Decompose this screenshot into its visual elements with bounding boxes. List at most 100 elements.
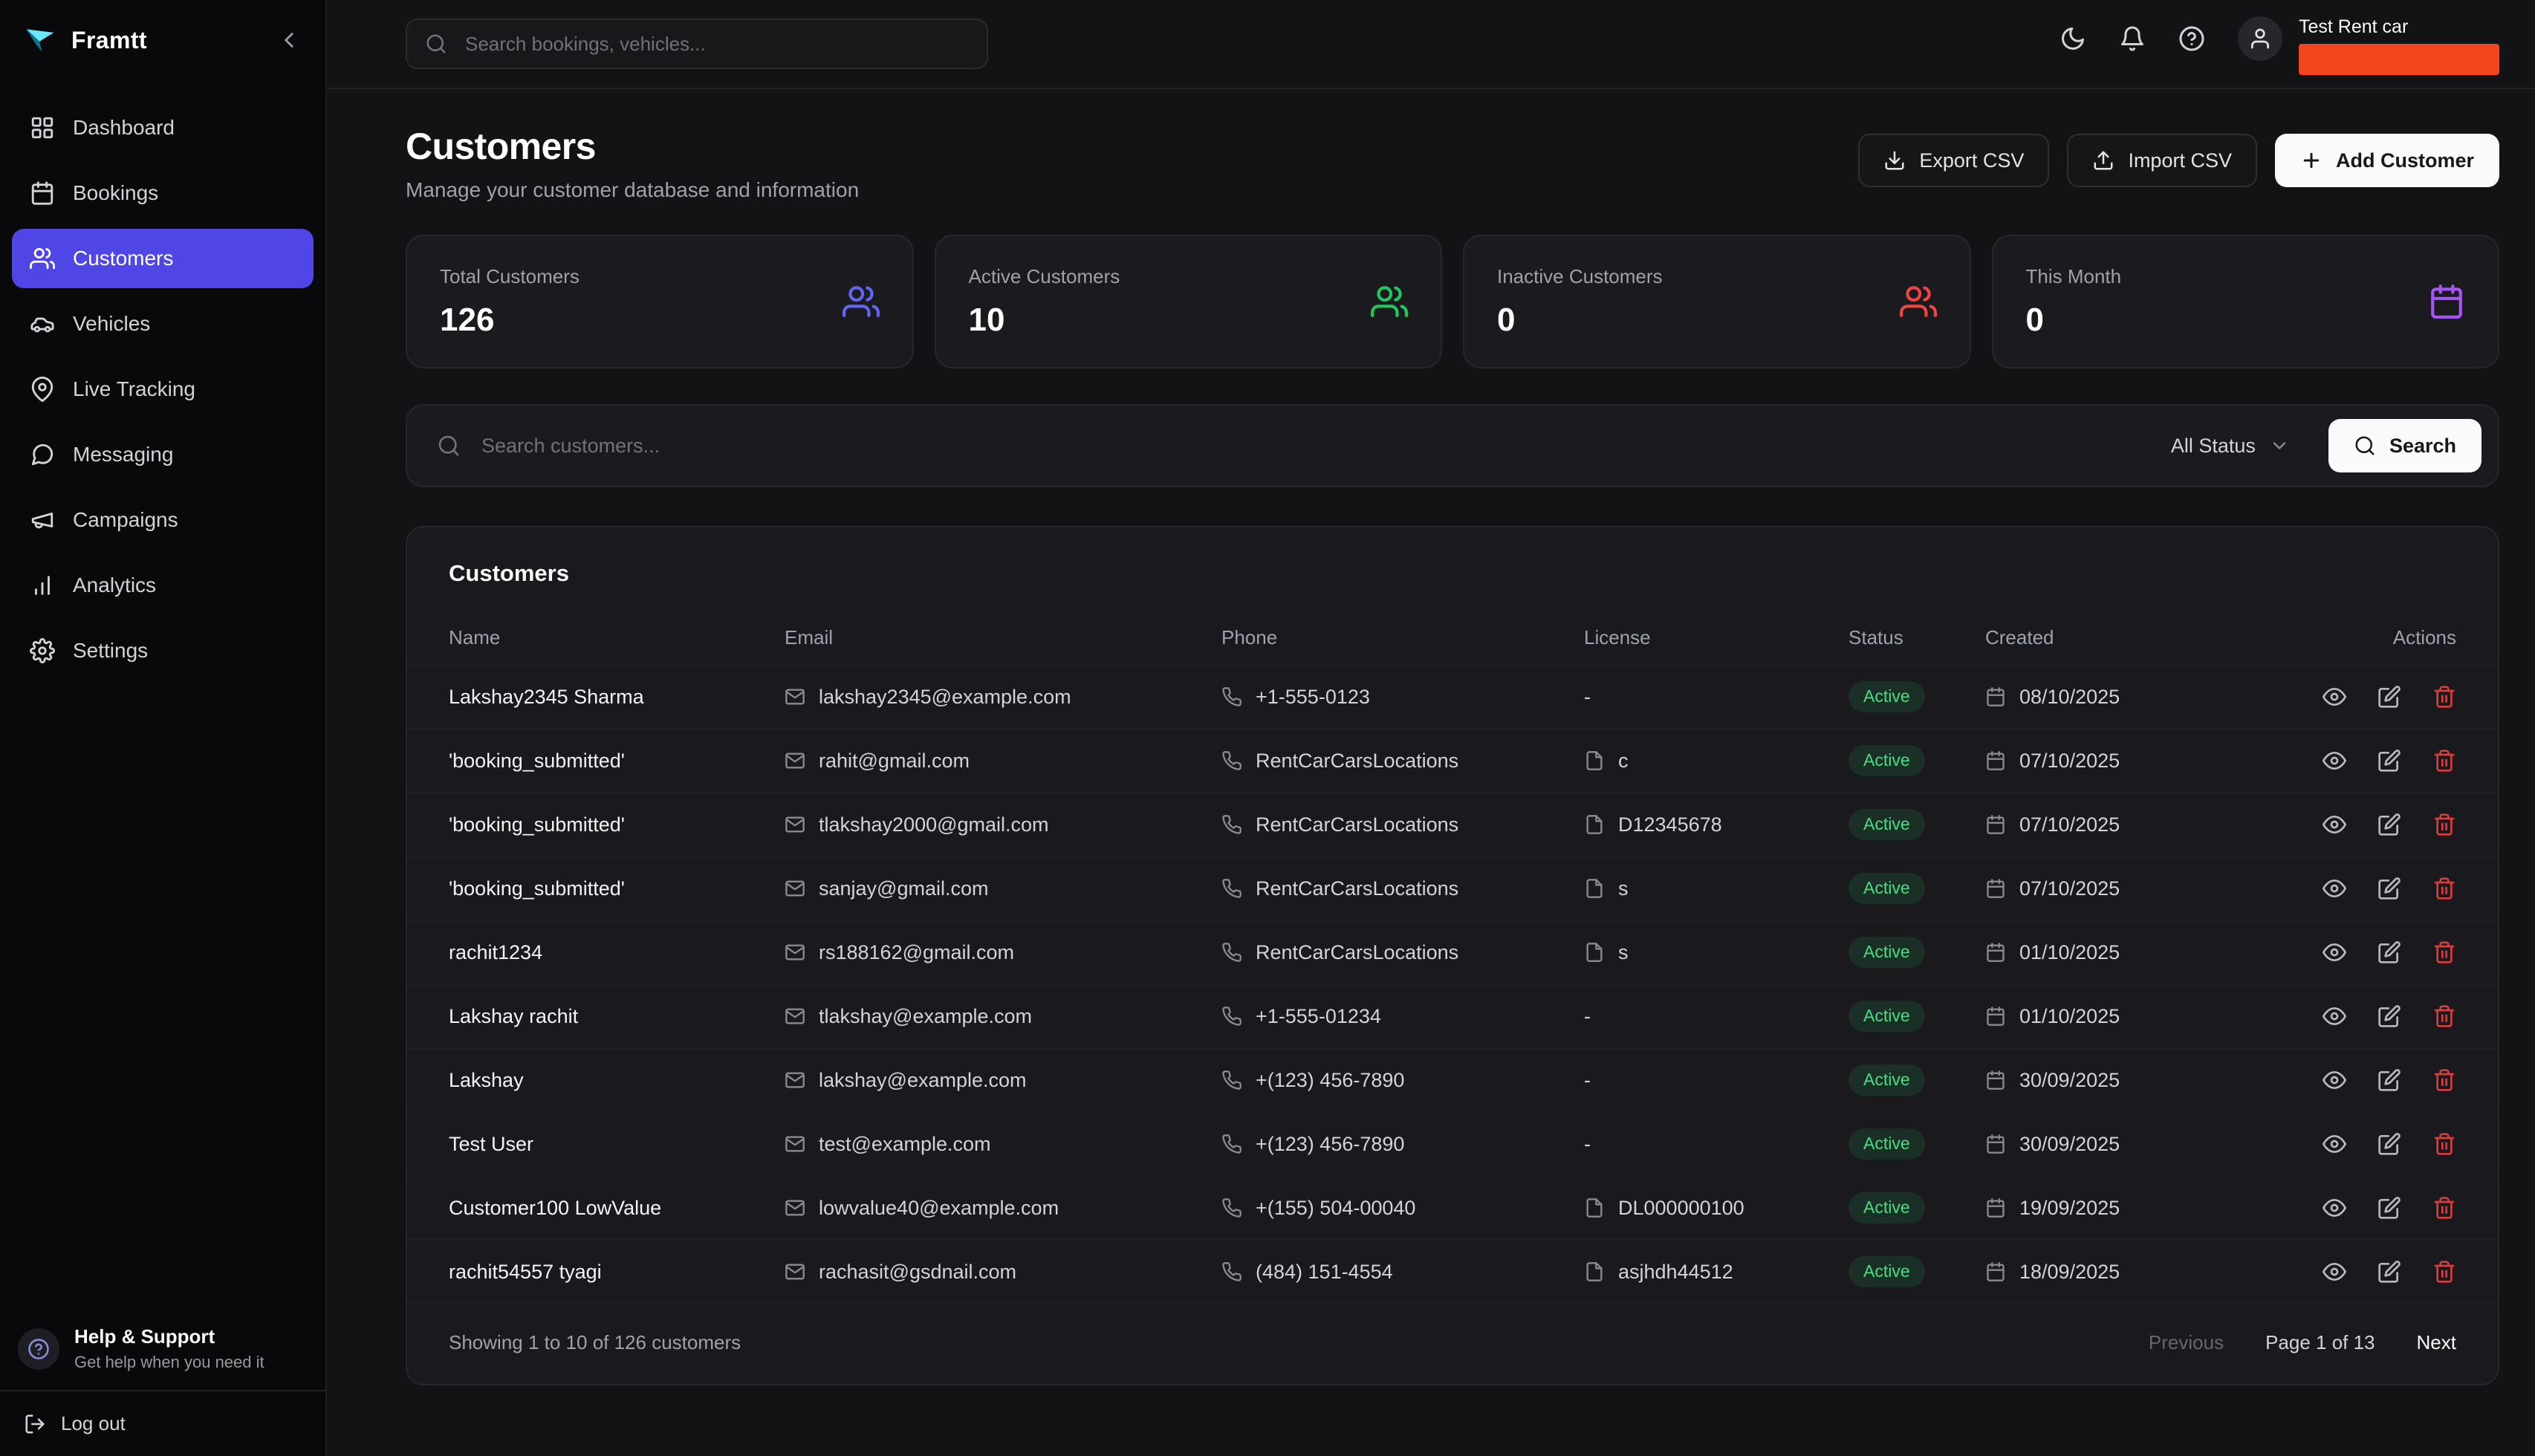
view-customer-button[interactable] — [2323, 1260, 2346, 1284]
table-row: Customer100 LowValue lowvalue40@example.… — [407, 1175, 2498, 1239]
avatar[interactable] — [2238, 16, 2282, 61]
edit-customer-button[interactable] — [2377, 813, 2401, 836]
sidebar-item-live-tracking[interactable]: Live Tracking — [12, 360, 314, 419]
previous-page-button[interactable]: Previous — [2148, 1331, 2224, 1353]
calendar-icon — [1985, 750, 2006, 771]
logout-button[interactable]: Log out — [0, 1390, 325, 1456]
customer-created-date: 07/10/2025 — [2019, 813, 2120, 836]
customer-phone: +(155) 504-00040 — [1256, 1196, 1416, 1219]
edit-customer-button[interactable] — [2377, 1132, 2401, 1156]
gear-icon — [30, 638, 55, 663]
eye-icon — [2323, 813, 2346, 836]
delete-customer-button[interactable] — [2432, 1068, 2456, 1092]
calendar-icon — [1985, 942, 2006, 963]
file-icon — [1584, 814, 1605, 835]
delete-customer-button[interactable] — [2432, 749, 2456, 773]
delete-customer-button[interactable] — [2432, 1260, 2456, 1284]
status-badge: Active — [1848, 873, 1925, 904]
delete-customer-button[interactable] — [2432, 940, 2456, 964]
calendar-icon — [1985, 1006, 2006, 1027]
sidebar-collapse-button[interactable] — [276, 27, 302, 53]
add-customer-button[interactable]: Add Customer — [2274, 134, 2499, 187]
global-search-input[interactable] — [462, 30, 969, 57]
view-customer-button[interactable] — [2323, 1132, 2346, 1156]
delete-customer-button[interactable] — [2432, 1196, 2456, 1220]
import-csv-button[interactable]: Import CSV — [2067, 134, 2257, 187]
customer-license: - — [1584, 1132, 1591, 1155]
view-customer-button[interactable] — [2323, 749, 2346, 773]
eye-icon — [2323, 1132, 2346, 1156]
view-customer-button[interactable] — [2323, 1196, 2346, 1220]
view-customer-button[interactable] — [2323, 685, 2346, 709]
edit-customer-button[interactable] — [2377, 1260, 2401, 1284]
account-badge[interactable] — [2299, 43, 2499, 75]
column-header-phone: Phone — [1221, 625, 1278, 649]
status-filter-select[interactable]: All Status — [2153, 435, 2308, 458]
delete-customer-button[interactable] — [2432, 1004, 2456, 1028]
view-customer-button[interactable] — [2323, 1068, 2346, 1092]
edit-customer-button[interactable] — [2377, 877, 2401, 900]
delete-customer-button[interactable] — [2432, 877, 2456, 900]
sidebar-item-settings[interactable]: Settings — [12, 621, 314, 680]
sidebar-item-bookings[interactable]: Bookings — [12, 163, 314, 223]
mail-icon — [785, 1134, 805, 1154]
delete-customer-button[interactable] — [2432, 685, 2456, 709]
megaphone-icon — [30, 507, 55, 533]
column-header-actions: Actions — [2392, 625, 2456, 649]
customer-created-date: 30/09/2025 — [2019, 1132, 2120, 1155]
edit-customer-button[interactable] — [2377, 749, 2401, 773]
customer-created-date: 18/09/2025 — [2019, 1260, 2120, 1283]
calendar-icon — [1985, 1134, 2006, 1154]
edit-customer-button[interactable] — [2377, 1068, 2401, 1092]
users-icon — [30, 246, 55, 271]
sidebar-item-campaigns[interactable]: Campaigns — [12, 490, 314, 550]
notifications-bell-icon[interactable] — [2119, 25, 2146, 52]
file-icon — [1584, 750, 1605, 771]
column-header-name: Name — [449, 625, 501, 649]
sidebar-item-dashboard[interactable]: Dashboard — [12, 98, 314, 157]
customer-email: rs188162@gmail.com — [819, 940, 1015, 963]
customer-name: Lakshay — [449, 1068, 524, 1091]
mail-icon — [785, 1197, 805, 1218]
view-customer-button[interactable] — [2323, 813, 2346, 836]
file-icon — [1584, 942, 1605, 963]
view-customer-button[interactable] — [2323, 1004, 2346, 1028]
delete-customer-button[interactable] — [2432, 1132, 2456, 1156]
sidebar-item-messaging[interactable]: Messaging — [12, 425, 314, 484]
next-page-button[interactable]: Next — [2416, 1331, 2456, 1353]
column-header-status: Status — [1848, 625, 1903, 649]
help-support-link[interactable]: Help & Support Get help when you need it — [18, 1325, 308, 1372]
main-area: Test Rent car Customers Manage your cust… — [327, 0, 2535, 1456]
customer-search-input[interactable] — [478, 432, 2132, 459]
edit-customer-button[interactable] — [2377, 940, 2401, 964]
theme-toggle-moon-icon[interactable] — [2060, 25, 2086, 52]
view-customer-button[interactable] — [2323, 877, 2346, 900]
customer-email: lakshay2345@example.com — [819, 685, 1071, 708]
table-row: rachit54557 tyagi rachasit@gsdnail.com (… — [407, 1239, 2498, 1303]
customer-search — [437, 432, 2132, 459]
file-icon — [1584, 878, 1605, 899]
trash-icon — [2432, 749, 2456, 773]
sidebar-item-analytics[interactable]: Analytics — [12, 556, 314, 615]
help-icon[interactable] — [2178, 25, 2205, 52]
search-button[interactable]: Search — [2328, 419, 2482, 472]
customer-email: test@example.com — [819, 1132, 991, 1155]
phone-icon — [1221, 942, 1242, 963]
download-icon — [1883, 149, 1906, 172]
sidebar-item-customers[interactable]: Customers — [12, 229, 314, 288]
trash-icon — [2432, 813, 2456, 836]
edit-customer-button[interactable] — [2377, 1004, 2401, 1028]
delete-customer-button[interactable] — [2432, 813, 2456, 836]
edit-customer-button[interactable] — [2377, 685, 2401, 709]
column-header-license: License — [1584, 625, 1651, 649]
edit-customer-button[interactable] — [2377, 1196, 2401, 1220]
mail-icon — [785, 1070, 805, 1091]
customer-created-date: 30/09/2025 — [2019, 1068, 2120, 1091]
search-icon — [2354, 435, 2376, 457]
customer-license: - — [1584, 1004, 1591, 1027]
customer-name: Lakshay rachit — [449, 1004, 579, 1027]
sidebar-item-vehicles[interactable]: Vehicles — [12, 294, 314, 354]
edit-pencil-icon — [2377, 1196, 2401, 1220]
view-customer-button[interactable] — [2323, 940, 2346, 964]
export-csv-button[interactable]: Export CSV — [1858, 134, 2050, 187]
